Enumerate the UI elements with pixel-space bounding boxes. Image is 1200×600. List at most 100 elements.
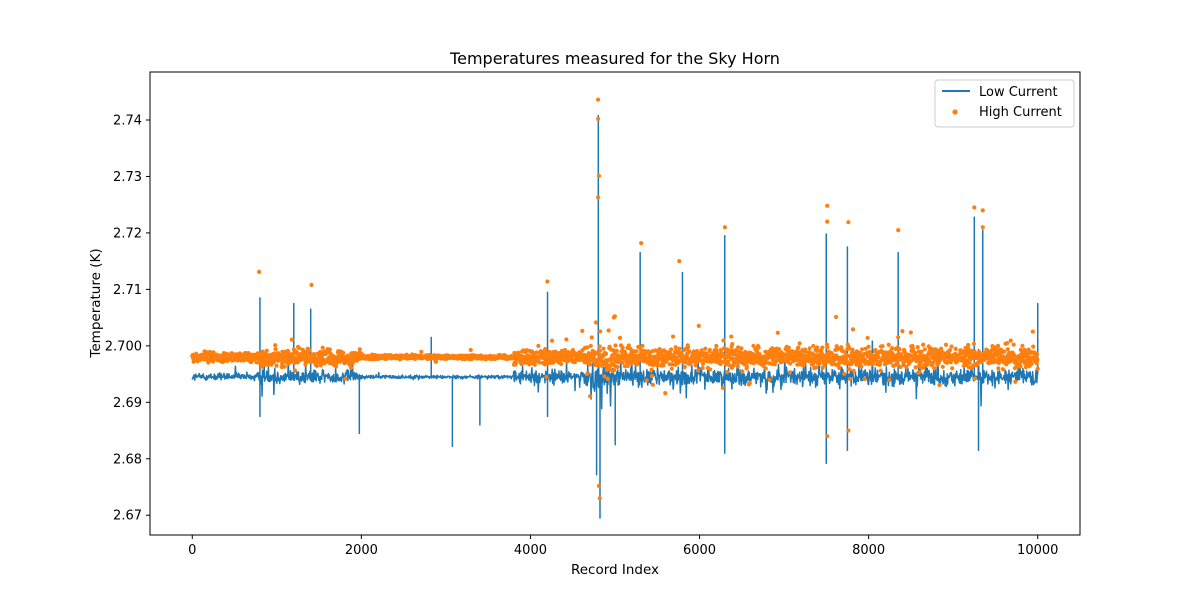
high-current-point (320, 345, 325, 350)
high-current-point (846, 346, 852, 351)
high-current-point (606, 328, 611, 333)
high-current-point (669, 347, 674, 352)
high-current-point (943, 342, 949, 347)
high-current-point (596, 483, 602, 488)
high-current-point (767, 377, 772, 382)
high-current-point (1031, 344, 1036, 349)
high-current-point (972, 376, 978, 381)
high-current-point (596, 362, 601, 368)
high-current-point (796, 345, 801, 350)
high-current-point (256, 269, 262, 274)
high-current-point (932, 366, 937, 371)
high-current-point (532, 362, 537, 367)
high-current-point (740, 369, 745, 374)
high-current-point (775, 330, 780, 335)
high-current-point (580, 328, 585, 333)
high-current-point (543, 349, 548, 354)
high-current-point (747, 381, 752, 386)
low-current-line (191, 114, 1039, 519)
high-current-point (937, 382, 942, 388)
high-current-point (595, 195, 601, 200)
high-current-point (617, 335, 623, 340)
high-current-point (825, 345, 830, 350)
high-current-point (730, 342, 735, 347)
high-current-point (1018, 364, 1023, 369)
high-current-point (835, 346, 840, 351)
high-current-point (670, 334, 676, 339)
high-current-point (842, 371, 847, 376)
high-current-point (273, 347, 278, 352)
high-current-point (787, 370, 792, 375)
high-current-point (725, 347, 730, 352)
x-axis-label: Record Index (571, 562, 659, 578)
high-current-point (862, 376, 867, 382)
high-current-point (655, 363, 660, 368)
high-current-point (264, 348, 269, 353)
high-current-point (825, 203, 830, 208)
high-current-point (341, 350, 346, 355)
high-current-point (865, 335, 870, 341)
high-current-point (564, 337, 569, 342)
high-current-point (693, 360, 698, 365)
high-current-point (761, 363, 766, 368)
high-current-point (334, 360, 339, 366)
high-current-point (847, 376, 853, 382)
legend-dot-marker (952, 109, 958, 115)
high-current-point (255, 360, 261, 365)
chart-title: Temperatures measured for the Sky Horn (449, 49, 780, 68)
high-current-point (605, 376, 610, 381)
high-current-point (1029, 361, 1034, 366)
high-current-point (593, 351, 598, 356)
legend-label-low-current: Low Current (979, 85, 1058, 100)
high-current-point (1002, 349, 1007, 354)
high-current-point (733, 348, 738, 353)
high-current-point (736, 345, 741, 350)
high-current-point (635, 361, 640, 367)
high-current-point (669, 366, 674, 371)
high-current-point (273, 343, 278, 348)
high-current-point (655, 359, 660, 364)
high-current-point (966, 346, 971, 351)
high-current-point (649, 367, 654, 372)
high-current-point (846, 428, 851, 433)
y-tick-label: 2.67 (113, 509, 142, 524)
high-current-point (980, 225, 985, 230)
high-current-point (595, 116, 601, 121)
high-current-point (870, 362, 875, 367)
high-current-point (897, 347, 902, 352)
high-current-point (735, 364, 740, 369)
high-current-points (190, 97, 1040, 501)
high-current-point (919, 349, 924, 354)
high-current-point (696, 368, 701, 373)
high-current-point (836, 361, 842, 366)
high-current-point (327, 347, 332, 352)
high-current-point (1035, 366, 1040, 371)
high-current-point (1013, 379, 1018, 384)
high-current-point (730, 356, 735, 361)
high-current-point (644, 378, 649, 383)
high-current-point (832, 357, 837, 362)
high-current-point (724, 370, 730, 375)
high-current-point (707, 347, 712, 353)
high-current-point (1005, 341, 1010, 346)
high-current-point (786, 345, 791, 350)
high-current-point (807, 350, 812, 355)
high-current-point (649, 373, 655, 379)
high-current-point (744, 364, 750, 369)
high-current-point (573, 359, 578, 365)
high-current-point (307, 348, 312, 353)
high-current-point (357, 347, 362, 352)
high-current-point (677, 346, 682, 351)
high-current-point (549, 338, 555, 343)
high-current-point (537, 360, 542, 365)
high-current-point (803, 349, 808, 354)
high-current-point (700, 365, 705, 371)
high-current-point (876, 355, 881, 360)
high-current-point (211, 350, 216, 355)
high-current-point (1018, 347, 1023, 352)
high-current-point (814, 348, 819, 354)
high-current-point (889, 346, 895, 351)
high-current-point (949, 344, 954, 349)
high-current-point (921, 342, 926, 347)
